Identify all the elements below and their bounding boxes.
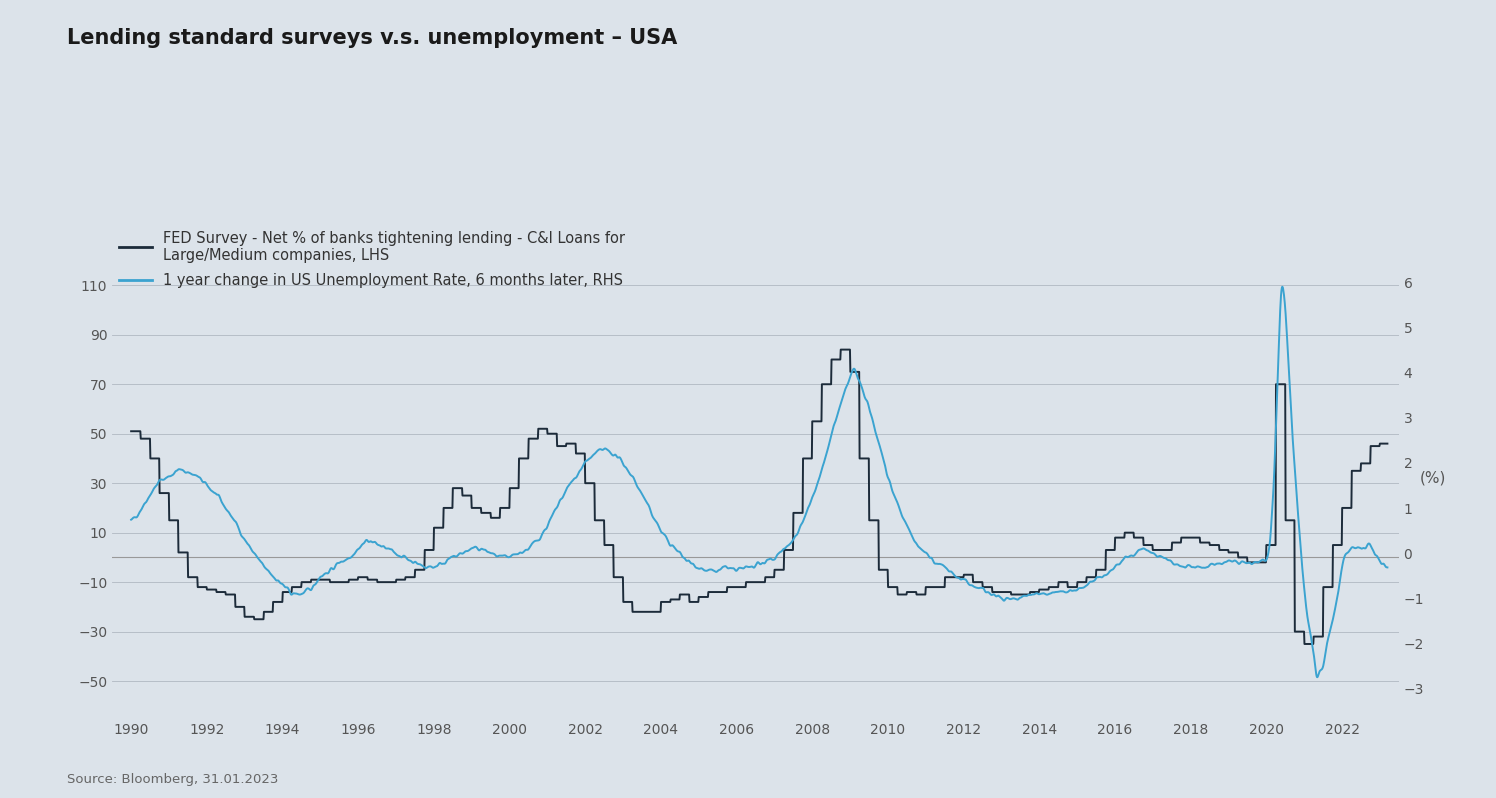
Y-axis label: (%): (%) [1420, 471, 1445, 486]
Text: Lending standard surveys v.s. unemployment – USA: Lending standard surveys v.s. unemployme… [67, 28, 678, 48]
Legend: FED Survey - Net % of banks tightening lending - C&I Loans for
Large/Medium comp: FED Survey - Net % of banks tightening l… [120, 231, 625, 288]
Text: Source: Bloomberg, 31.01.2023: Source: Bloomberg, 31.01.2023 [67, 773, 278, 786]
